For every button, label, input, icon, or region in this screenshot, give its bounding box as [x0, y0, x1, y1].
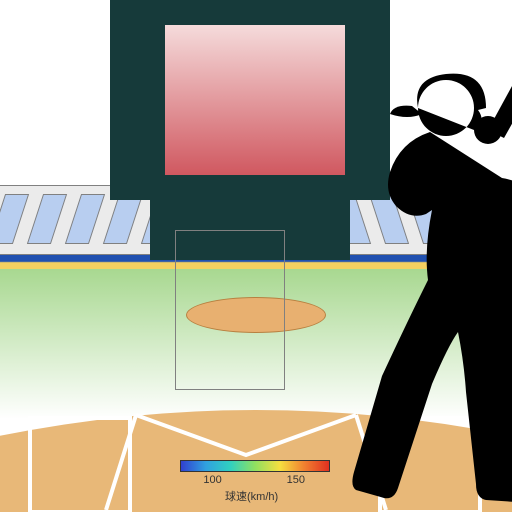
colorbar-tick-100: 100 [203, 474, 221, 486]
strike-zone [175, 230, 285, 390]
pitch-location-diagram: 100 150 球速(km/h) [0, 0, 512, 512]
colorbar-label: 球速(km/h) [225, 488, 278, 504]
batter-silhouette [300, 60, 512, 520]
